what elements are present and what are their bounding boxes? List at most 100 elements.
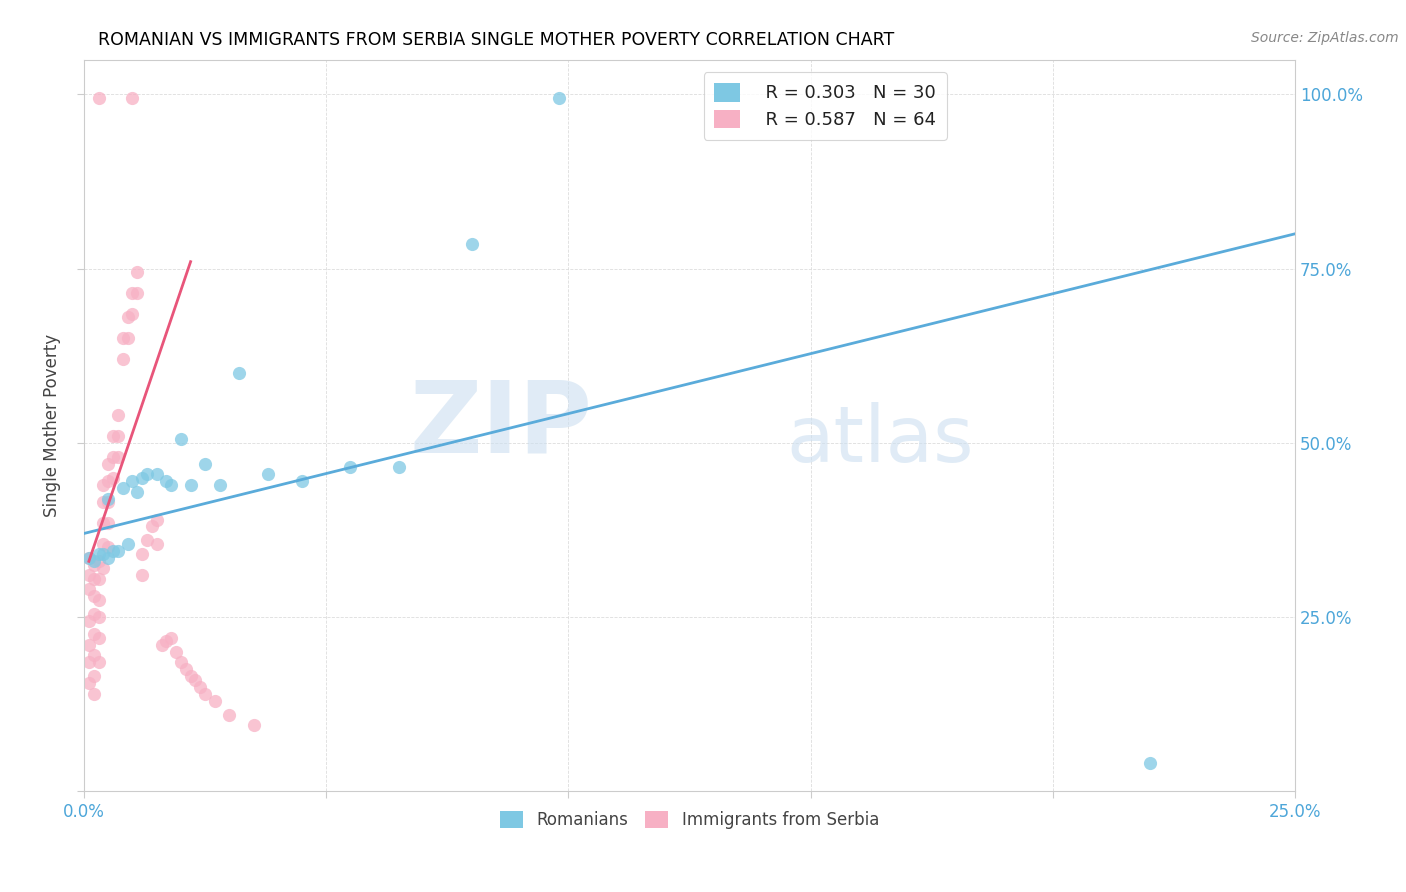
Immigrants from Serbia (101, 450, 124, 464)
Text: ZIP: ZIP (409, 377, 593, 474)
Immigrants from Serbia (160, 631, 183, 645)
Immigrants from Serbia (83, 607, 105, 621)
Romanians (131, 471, 153, 485)
Immigrants from Serbia (97, 495, 120, 509)
Romanians (121, 474, 143, 488)
Romanians (127, 484, 149, 499)
Romanians (136, 467, 159, 482)
Text: atlas: atlas (786, 402, 974, 478)
Immigrants from Serbia (77, 568, 100, 582)
Immigrants from Serbia (93, 477, 115, 491)
Romanians (460, 237, 482, 252)
Immigrants from Serbia (111, 331, 134, 345)
Immigrants from Serbia (131, 547, 153, 561)
Immigrants from Serbia (87, 554, 110, 568)
Immigrants from Serbia (131, 568, 153, 582)
Immigrants from Serbia (121, 91, 143, 105)
Immigrants from Serbia (127, 265, 149, 279)
Romanians (155, 474, 177, 488)
Immigrants from Serbia (194, 687, 217, 701)
Immigrants from Serbia (83, 558, 105, 572)
Romanians (388, 460, 411, 475)
Immigrants from Serbia (93, 537, 115, 551)
Romanians (170, 433, 193, 447)
Immigrants from Serbia (97, 474, 120, 488)
Immigrants from Serbia (83, 589, 105, 603)
Immigrants from Serbia (150, 638, 173, 652)
Immigrants from Serbia (87, 592, 110, 607)
Romanians (111, 481, 134, 495)
Immigrants from Serbia (218, 707, 240, 722)
Immigrants from Serbia (83, 648, 105, 663)
Romanians (107, 544, 129, 558)
Romanians (339, 460, 361, 475)
Immigrants from Serbia (188, 680, 211, 694)
Immigrants from Serbia (97, 516, 120, 530)
Romanians (194, 457, 217, 471)
Immigrants from Serbia (101, 471, 124, 485)
Romanians (97, 491, 120, 506)
Romanians (87, 547, 110, 561)
Immigrants from Serbia (204, 694, 226, 708)
Romanians (1139, 756, 1161, 771)
Romanians (83, 554, 105, 568)
Immigrants from Serbia (83, 627, 105, 641)
Immigrants from Serbia (107, 408, 129, 422)
Immigrants from Serbia (174, 662, 197, 676)
Immigrants from Serbia (170, 656, 193, 670)
Immigrants from Serbia (97, 541, 120, 555)
Romanians (180, 477, 202, 491)
Immigrants from Serbia (77, 614, 100, 628)
Immigrants from Serbia (121, 307, 143, 321)
Immigrants from Serbia (83, 572, 105, 586)
Immigrants from Serbia (180, 669, 202, 683)
Romanians (228, 366, 250, 380)
Immigrants from Serbia (117, 310, 139, 325)
Immigrants from Serbia (136, 533, 159, 548)
Immigrants from Serbia (165, 645, 187, 659)
Immigrants from Serbia (93, 561, 115, 575)
Romanians (145, 467, 167, 482)
Immigrants from Serbia (87, 572, 110, 586)
Immigrants from Serbia (141, 519, 163, 533)
Immigrants from Serbia (87, 610, 110, 624)
Immigrants from Serbia (117, 331, 139, 345)
Immigrants from Serbia (87, 631, 110, 645)
Immigrants from Serbia (184, 673, 207, 687)
Immigrants from Serbia (83, 669, 105, 683)
Immigrants from Serbia (127, 286, 149, 301)
Immigrants from Serbia (87, 91, 110, 105)
Romanians (208, 477, 231, 491)
Romanians (101, 544, 124, 558)
Immigrants from Serbia (97, 457, 120, 471)
Immigrants from Serbia (87, 656, 110, 670)
Immigrants from Serbia (107, 450, 129, 464)
Immigrants from Serbia (77, 656, 100, 670)
Immigrants from Serbia (93, 495, 115, 509)
Immigrants from Serbia (93, 516, 115, 530)
Immigrants from Serbia (83, 687, 105, 701)
Romanians (257, 467, 280, 482)
Romanians (77, 550, 100, 565)
Text: ROMANIAN VS IMMIGRANTS FROM SERBIA SINGLE MOTHER POVERTY CORRELATION CHART: ROMANIAN VS IMMIGRANTS FROM SERBIA SINGL… (98, 31, 894, 49)
Immigrants from Serbia (155, 634, 177, 648)
Immigrants from Serbia (121, 286, 143, 301)
Immigrants from Serbia (111, 352, 134, 367)
Immigrants from Serbia (77, 638, 100, 652)
Romanians (117, 537, 139, 551)
Immigrants from Serbia (77, 582, 100, 597)
Immigrants from Serbia (145, 537, 167, 551)
Romanians (97, 550, 120, 565)
Immigrants from Serbia (101, 429, 124, 443)
Romanians (93, 547, 115, 561)
Y-axis label: Single Mother Poverty: Single Mother Poverty (44, 334, 60, 517)
Immigrants from Serbia (107, 429, 129, 443)
Text: Source: ZipAtlas.com: Source: ZipAtlas.com (1251, 31, 1399, 45)
Romanians (160, 477, 183, 491)
Romanians (291, 474, 314, 488)
Legend: Romanians, Immigrants from Serbia: Romanians, Immigrants from Serbia (494, 804, 886, 836)
Immigrants from Serbia (77, 550, 100, 565)
Immigrants from Serbia (77, 676, 100, 690)
Immigrants from Serbia (145, 512, 167, 526)
Romanians (547, 91, 569, 105)
